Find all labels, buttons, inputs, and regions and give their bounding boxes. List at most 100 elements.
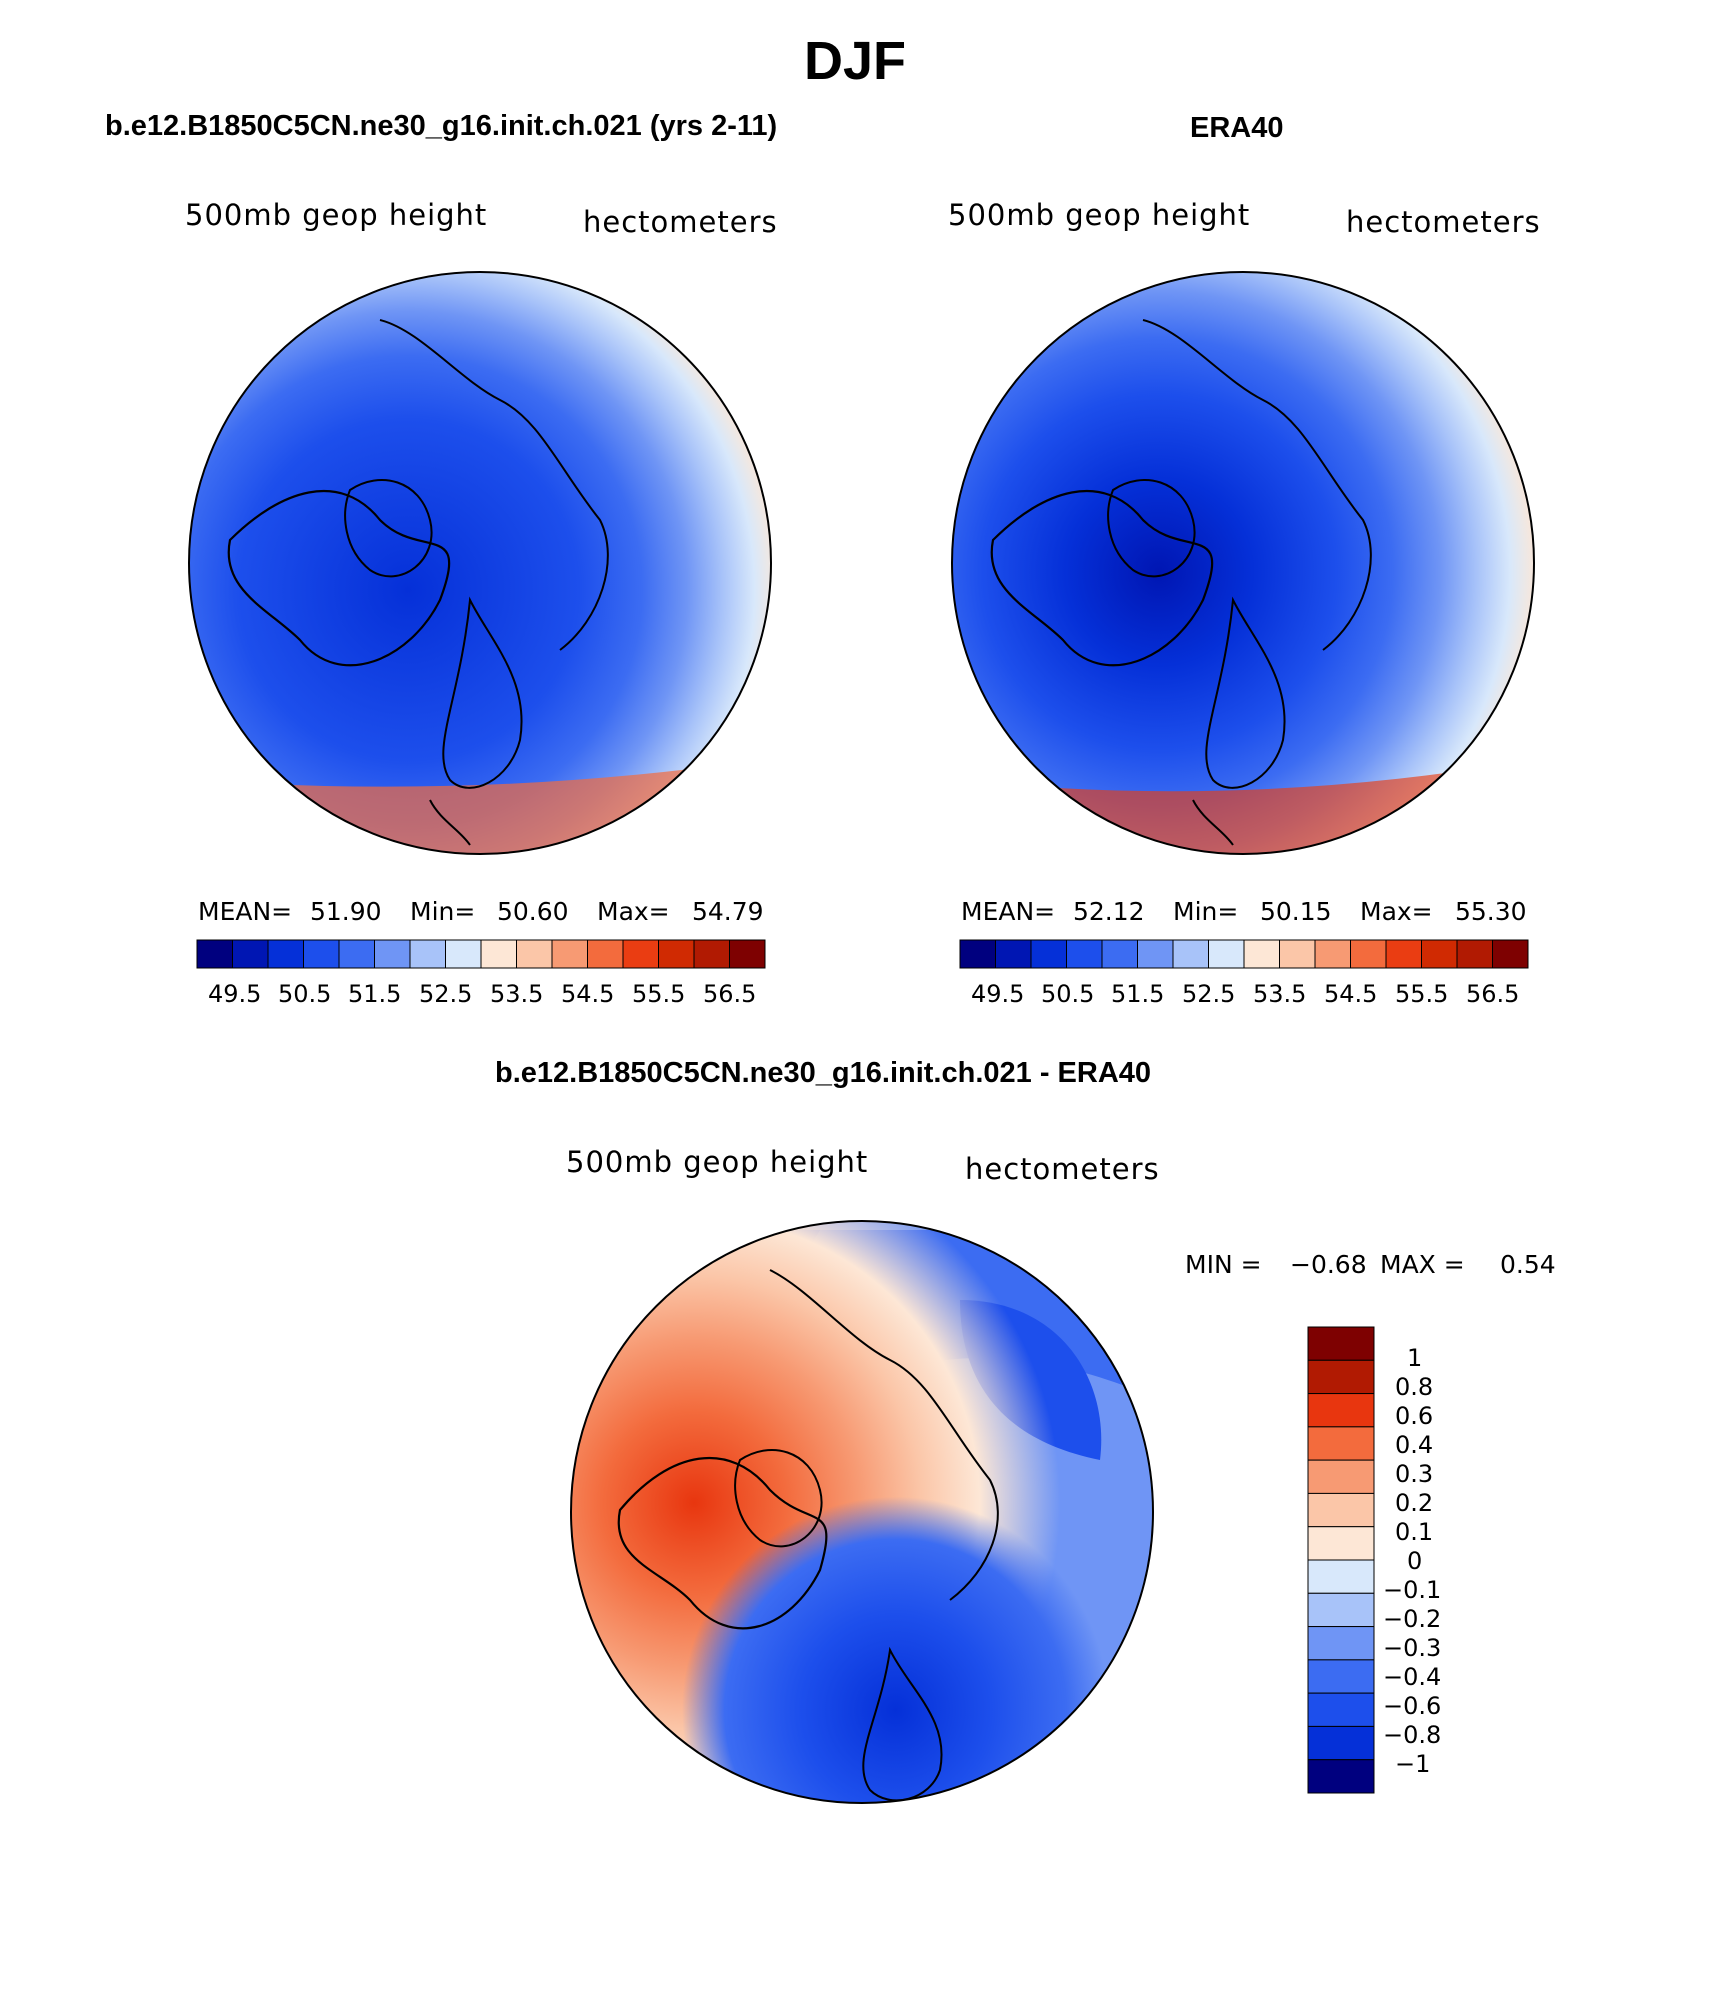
model-cb-tick: 55.5 <box>632 980 686 1008</box>
model-colorbar-swatch <box>693 939 730 969</box>
obs-min-value: 50.15 <box>1260 897 1332 926</box>
obs-colorbar-swatch <box>959 939 996 969</box>
model-colorbar-swatch <box>587 939 624 969</box>
diff-max-label: MAX = <box>1380 1250 1465 1279</box>
model-max-label: Max= <box>597 897 670 926</box>
model-colorbar-swatch <box>516 939 553 969</box>
obs-panel-title: ERA40 <box>1190 112 1284 144</box>
obs-cb-tick: 51.5 <box>1111 980 1165 1008</box>
obs-cb-tick: 56.5 <box>1466 980 1520 1008</box>
model-cb-tick: 53.5 <box>490 980 544 1008</box>
obs-colorbar <box>959 939 1529 969</box>
obs-colorbar-swatch <box>1456 939 1493 969</box>
diff-cb-tick: 0.3 <box>1395 1460 1434 1488</box>
diff-colorbar-swatch <box>1307 1359 1375 1395</box>
model-colorbar-swatch <box>622 939 659 969</box>
model-cb-tick: 56.5 <box>703 980 757 1008</box>
diff-panel-title: b.e12.B1850C5CN.ne30_g16.init.ch.021 - E… <box>495 1057 1152 1089</box>
diff-colorbar-swatch <box>1307 1759 1375 1794</box>
obs-colorbar-swatch <box>1066 939 1103 969</box>
diff-min-value: −0.68 <box>1290 1250 1367 1279</box>
model-colorbar-swatch <box>551 939 588 969</box>
diff-cb-tick: 0.8 <box>1395 1373 1434 1401</box>
model-colorbar-swatch <box>374 939 411 969</box>
diff-cb-tick: −0.1 <box>1383 1576 1442 1604</box>
model-colorbar-swatch <box>338 939 375 969</box>
model-cb-tick: 54.5 <box>561 980 615 1008</box>
model-colorbar-swatch <box>658 939 695 969</box>
obs-cb-tick: 53.5 <box>1253 980 1307 1008</box>
model-colorbar-swatch <box>232 939 269 969</box>
diff-cb-tick: −0.4 <box>1383 1663 1442 1691</box>
obs-field-label: 500mb geop height <box>948 198 1251 232</box>
diff-cb-tick: −0.6 <box>1383 1692 1442 1720</box>
diff-colorbar-swatch <box>1307 1526 1375 1561</box>
obs-colorbar-swatch <box>1385 939 1422 969</box>
obs-mean-value: 52.12 <box>1073 897 1145 926</box>
diff-map <box>571 1221 1153 1803</box>
obs-map-border <box>951 271 1535 855</box>
diff-colorbar-swatch <box>1307 1692 1375 1727</box>
obs-colorbar-swatch <box>1101 939 1138 969</box>
diff-field-label: 500mb geop height <box>566 1145 869 1179</box>
model-cb-tick: 49.5 <box>208 980 262 1008</box>
obs-units-label: hectometers <box>1346 205 1541 239</box>
model-colorbar-swatch <box>267 939 304 969</box>
model-map <box>189 272 771 854</box>
diff-min-label: MIN = <box>1185 1250 1262 1279</box>
obs-cb-tick: 49.5 <box>971 980 1025 1008</box>
diff-colorbar-swatch <box>1307 1725 1375 1761</box>
diff-colorbar-ticks: 1 0.8 0.6 0.4 0.3 0.2 0.1 0 −0.1 −0.2 −0… <box>1383 1327 1515 1797</box>
obs-cb-tick: 52.5 <box>1182 980 1236 1008</box>
diff-cb-tick: 0 <box>1407 1547 1423 1575</box>
obs-colorbar-swatch <box>1208 939 1245 969</box>
model-colorbar-ticks: 49.5 50.5 51.5 52.5 53.5 54.5 55.5 56.5 <box>185 980 785 1010</box>
obs-cb-tick: 54.5 <box>1324 980 1378 1008</box>
obs-colorbar-swatch <box>1421 939 1458 969</box>
obs-colorbar-swatch <box>1243 939 1280 969</box>
diff-cb-tick: −0.8 <box>1383 1721 1442 1749</box>
obs-colorbar-swatch <box>995 939 1032 969</box>
diff-colorbar-swatch <box>1307 1626 1375 1661</box>
model-map-border <box>188 271 772 855</box>
diff-cb-tick: −0.3 <box>1383 1634 1442 1662</box>
diff-colorbar-swatch <box>1307 1592 1375 1628</box>
obs-colorbar-swatch <box>1492 939 1529 969</box>
diff-cb-tick: 0.1 <box>1395 1518 1434 1546</box>
diff-colorbar-swatch <box>1307 1326 1375 1361</box>
obs-colorbar-ticks: 49.5 50.5 51.5 52.5 53.5 54.5 55.5 56.5 <box>948 980 1548 1010</box>
diff-units-label: hectometers <box>965 1152 1160 1186</box>
diff-colorbar-swatch <box>1307 1393 1375 1428</box>
model-colorbar-swatch <box>409 939 446 969</box>
obs-map <box>952 272 1534 854</box>
diff-cb-tick: 0.6 <box>1395 1402 1434 1430</box>
diff-colorbar-swatch <box>1307 1559 1375 1594</box>
obs-colorbar-swatch <box>1279 939 1316 969</box>
model-colorbar-swatch <box>445 939 482 969</box>
model-mean-value: 51.90 <box>310 897 382 926</box>
model-colorbar-swatch <box>196 939 233 969</box>
model-min-label: Min= <box>410 897 476 926</box>
obs-colorbar-swatch <box>1137 939 1174 969</box>
diff-cb-tick: 1 <box>1407 1344 1423 1372</box>
model-panel-title: b.e12.B1850C5CN.ne30_g16.init.ch.021 (yr… <box>105 110 778 142</box>
figure-title: DJF <box>803 31 906 91</box>
diff-cb-tick: −0.2 <box>1383 1605 1442 1633</box>
obs-colorbar-swatch <box>1030 939 1067 969</box>
model-colorbar <box>196 939 766 969</box>
obs-cb-tick: 50.5 <box>1041 980 1095 1008</box>
model-mean-label: MEAN= <box>198 897 293 926</box>
diff-map-border <box>570 1220 1154 1804</box>
diff-cb-tick: 0.2 <box>1395 1489 1434 1517</box>
diff-colorbar <box>1307 1326 1375 1794</box>
model-min-value: 50.60 <box>497 897 569 926</box>
model-cb-tick: 52.5 <box>419 980 473 1008</box>
diff-colorbar-swatch <box>1307 1426 1375 1461</box>
obs-mean-label: MEAN= <box>961 897 1056 926</box>
model-cb-tick: 50.5 <box>278 980 332 1008</box>
model-units-label: hectometers <box>583 205 778 239</box>
diff-colorbar-swatch <box>1307 1659 1375 1694</box>
obs-colorbar-swatch <box>1350 939 1387 969</box>
obs-cb-tick: 55.5 <box>1395 980 1449 1008</box>
